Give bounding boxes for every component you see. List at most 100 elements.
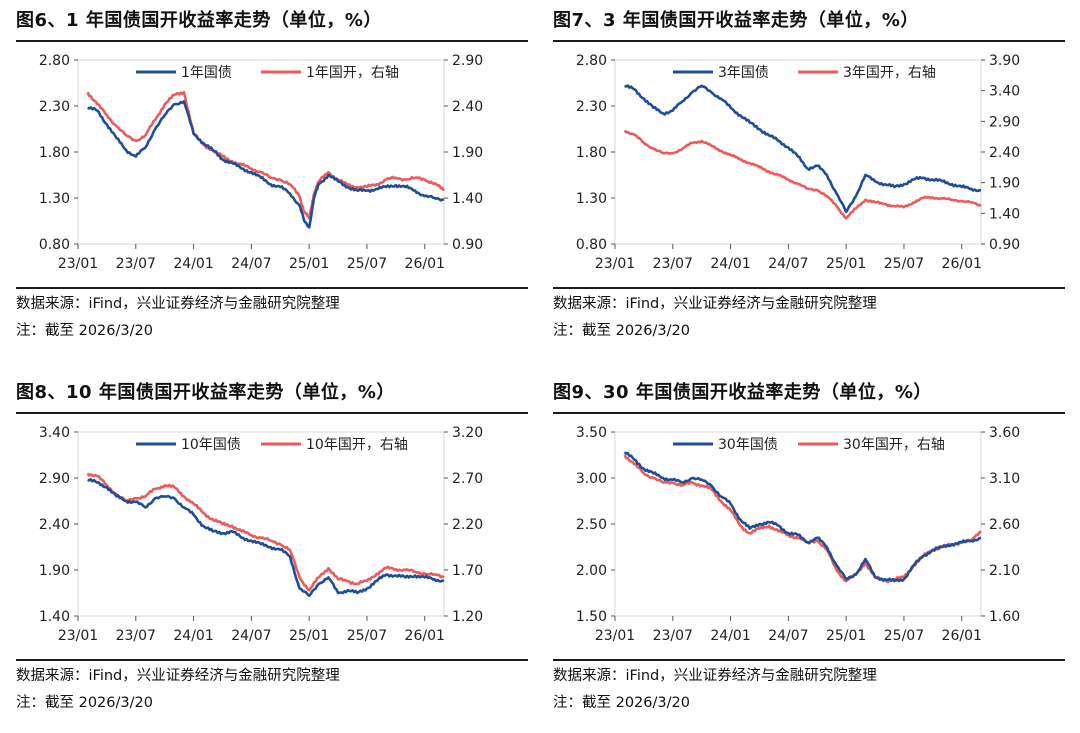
x-tick-label: 23/07: [653, 256, 693, 272]
y-left-tick-label: 1.40: [39, 609, 70, 625]
x-tick-label: 25/01: [289, 256, 329, 272]
figure-footer: 数据来源：iFind，兴业证券经济与金融研究院整理 注：截至 2026/3/20: [553, 659, 1065, 717]
series-line-right: [86, 90, 446, 220]
x-tick-label: 25/01: [289, 628, 329, 644]
figure-title: 图9、30 年国债国开收益率走势（单位，%）: [553, 372, 1065, 414]
source-note: 数据来源：iFind，兴业证券经济与金融研究院整理: [16, 668, 340, 684]
y-left-tick-label: 2.30: [39, 99, 70, 115]
y-left-tick-label: 2.90: [39, 471, 70, 487]
y-left-tick-label: 2.40: [39, 517, 70, 533]
x-tick-label: 26/01: [942, 628, 982, 644]
source-note: 数据来源：iFind，兴业证券经济与金融研究院整理: [553, 668, 877, 684]
y-right-tick-label: 2.60: [989, 517, 1020, 533]
source-note: 数据来源：iFind，兴业证券经济与金融研究院整理: [553, 296, 877, 312]
plot-frame: [614, 59, 982, 245]
plot-frame: [77, 431, 445, 617]
y-left-tick-label: 2.00: [576, 563, 607, 579]
y-right-tick-label: 3.10: [989, 471, 1020, 487]
y-left-tick-label: 3.00: [576, 471, 607, 487]
figure-title: 图6、1 年国债国开收益率走势（单位，%）: [16, 0, 528, 42]
y-right-tick-label: 2.40: [452, 99, 483, 115]
x-tick-label: 24/07: [231, 256, 271, 272]
y-left-tick-label: 1.30: [576, 191, 607, 207]
y-right-tick-label: 1.90: [989, 176, 1020, 192]
y-left-tick-label: 2.80: [39, 53, 70, 69]
series-line-left: [87, 478, 445, 598]
legend-label: 10年国开，右轴: [306, 437, 408, 453]
figure-title: 图7、3 年国债国开收益率走势（单位，%）: [553, 0, 1065, 42]
x-tick-label: 23/07: [653, 628, 693, 644]
figure-7-panel: 图7、3 年国债国开收益率走势（单位，%） 0.80 1.30 1.80 2.30 2.…: [553, 0, 1065, 345]
date-note: 注：截至 2026/3/20: [553, 323, 690, 339]
x-tick-label: 23/07: [116, 628, 156, 644]
y-left-tick-label: 3.50: [576, 425, 607, 441]
y-left-tick-label: 1.80: [576, 145, 607, 161]
series-line-right: [623, 129, 982, 220]
x-tick-label: 24/01: [173, 256, 213, 272]
yield-chart-3y: 0.80 1.30 1.80 2.30 2.80 0.90 1.40 1.90 2.40 2.90…: [576, 53, 1020, 272]
y-right-tick-label: 2.70: [452, 471, 483, 487]
x-tick-label: 23/01: [58, 628, 98, 644]
date-note: 注：截至 2026/3/20: [16, 695, 153, 711]
y-left-tick-label: 2.30: [576, 99, 607, 115]
y-right-tick-label: 3.40: [989, 84, 1020, 100]
y-right-tick-label: 1.20: [452, 609, 483, 625]
legend-label: 3年国开，右轴: [843, 65, 936, 81]
yield-chart-10y: 1.40 1.90 2.40 2.90 3.40 1.20 1.70 2.20 2.70 3.20…: [39, 425, 483, 644]
y-right-tick-label: 2.20: [452, 517, 483, 533]
figure-footer: 数据来源：iFind，兴业证券经济与金融研究院整理 注：截至 2026/3/20: [16, 659, 528, 717]
x-tick-label: 25/07: [884, 628, 924, 644]
legend-label: 1年国债: [181, 65, 232, 81]
series-line-left: [623, 451, 982, 583]
y-left-tick-label: 1.30: [39, 191, 70, 207]
series-line-left: [87, 100, 445, 229]
series-line-right: [623, 454, 982, 584]
yield-chart-1y: 0.80 1.30 1.80 2.30 2.80 0.90 1.40 1.90 2.40 2.90…: [39, 53, 483, 272]
x-tick-label: 26/01: [405, 628, 445, 644]
y-right-tick-label: 3.60: [989, 425, 1020, 441]
x-tick-label: 23/01: [58, 256, 98, 272]
series-line-left: [624, 84, 982, 214]
figure-9-panel: 图9、30 年国债国开收益率走势（单位，%） 1.50 2.00 2.50 3.00 3…: [553, 372, 1065, 717]
date-note: 注：截至 2026/3/20: [553, 695, 690, 711]
y-right-tick-label: 1.90: [452, 145, 483, 161]
x-tick-label: 24/01: [173, 628, 213, 644]
source-note: 数据来源：iFind，兴业证券经济与金融研究院整理: [16, 296, 340, 312]
y-left-tick-label: 1.90: [39, 563, 70, 579]
x-tick-label: 25/07: [884, 256, 924, 272]
y-right-tick-label: 1.40: [989, 206, 1020, 222]
y-left-tick-label: 2.50: [576, 517, 607, 533]
figure-footer: 数据来源：iFind，兴业证券经济与金融研究院整理 注：截至 2026/3/20: [553, 287, 1065, 345]
y-left-tick-label: 1.50: [576, 609, 607, 625]
x-tick-label: 23/01: [595, 256, 635, 272]
legend-label: 30年国开，右轴: [843, 437, 945, 453]
x-tick-label: 25/07: [347, 628, 387, 644]
x-tick-label: 23/07: [116, 256, 156, 272]
y-right-tick-label: 2.90: [989, 114, 1020, 130]
x-tick-label: 23/01: [595, 628, 635, 644]
y-left-tick-label: 0.80: [39, 237, 70, 253]
plot-frame: [614, 431, 982, 617]
legend-label: 1年国开，右轴: [306, 65, 399, 81]
figure-8-panel: 图8、10 年国债国开收益率走势（单位，%） 1.40 1.90 2.40 2.90 3…: [16, 372, 528, 717]
x-tick-label: 24/01: [710, 256, 750, 272]
legend-label: 10年国债: [181, 437, 241, 453]
legend-label: 3年国债: [718, 65, 769, 81]
y-left-tick-label: 2.80: [576, 53, 607, 69]
y-right-tick-label: 3.90: [989, 53, 1020, 69]
x-tick-label: 25/01: [826, 256, 866, 272]
y-right-tick-label: 2.90: [452, 53, 483, 69]
x-tick-label: 26/01: [942, 256, 982, 272]
x-tick-label: 25/01: [826, 628, 866, 644]
y-right-tick-label: 2.10: [989, 563, 1020, 579]
y-right-tick-label: 0.90: [989, 237, 1020, 253]
y-left-tick-label: 1.80: [39, 145, 70, 161]
figure-footer: 数据来源：iFind，兴业证券经济与金融研究院整理 注：截至 2026/3/20: [16, 287, 528, 345]
x-tick-label: 24/07: [768, 256, 808, 272]
legend-label: 30年国债: [718, 437, 778, 453]
y-right-tick-label: 1.40: [452, 191, 483, 207]
x-tick-label: 24/07: [231, 628, 271, 644]
x-tick-label: 26/01: [405, 256, 445, 272]
figure-6-panel: 图6、1 年国债国开收益率走势（单位，%） 0.80 1.30 1.80 2.30 2.…: [16, 0, 528, 345]
y-right-tick-label: 1.60: [989, 609, 1020, 625]
